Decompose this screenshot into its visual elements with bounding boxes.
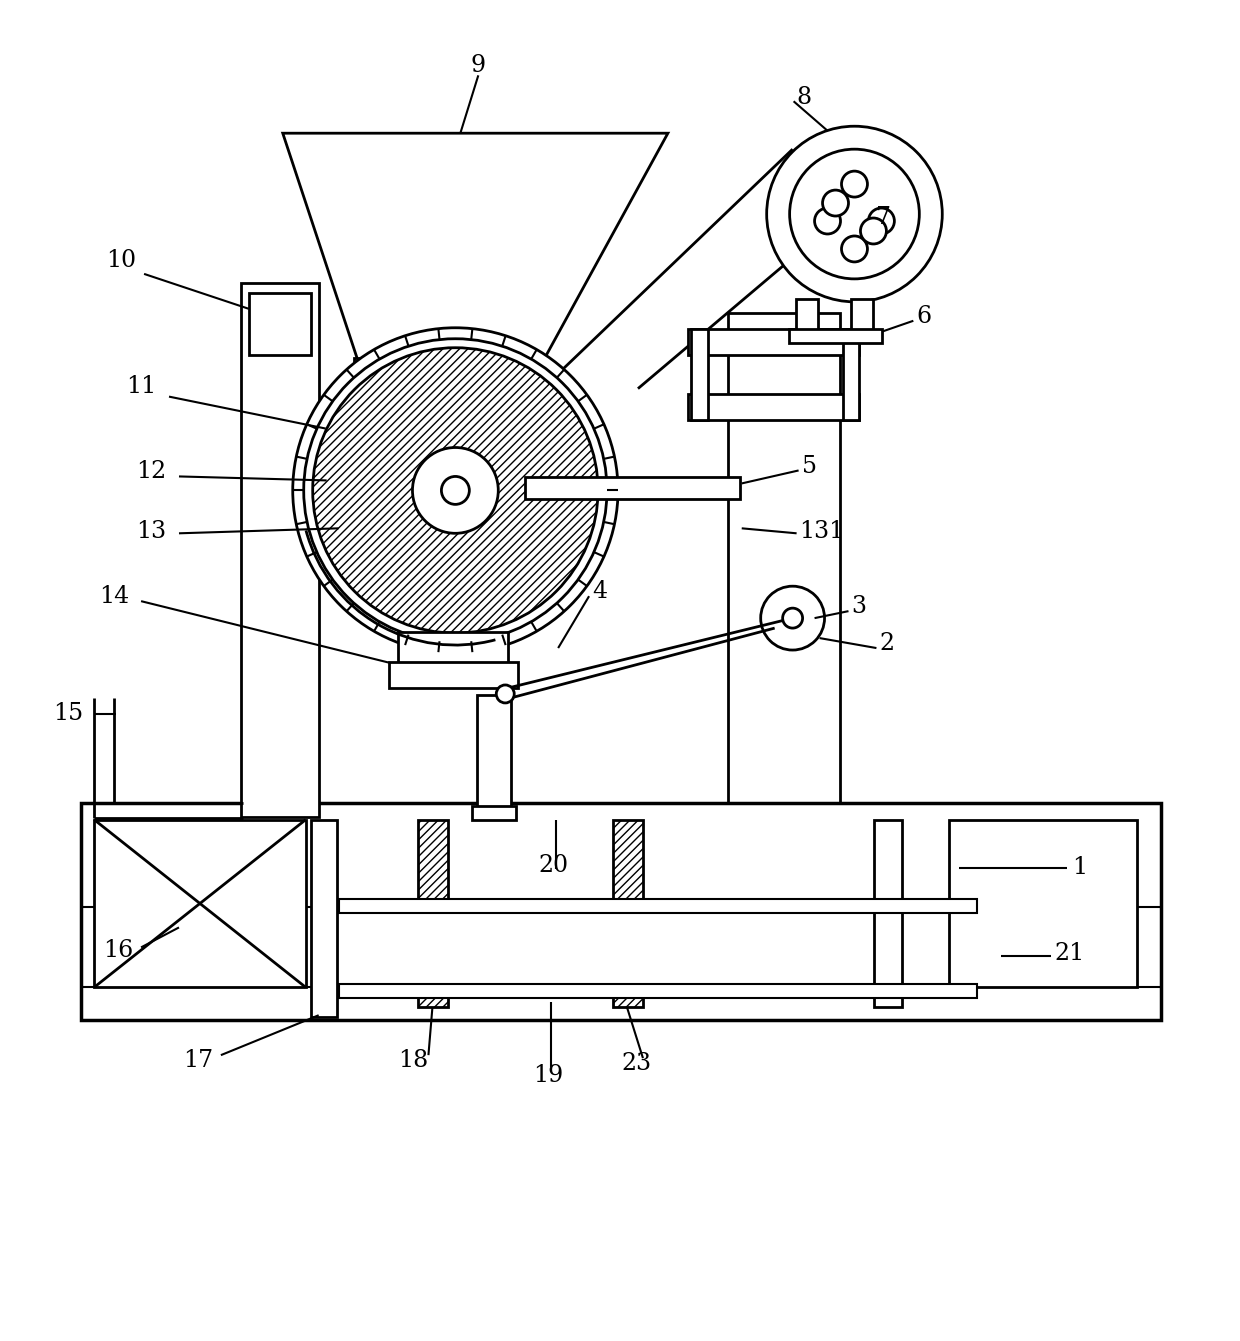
Text: 21: 21 xyxy=(1054,941,1084,966)
Text: 23: 23 xyxy=(621,1051,651,1074)
Bar xyxy=(842,329,859,420)
Text: 12: 12 xyxy=(136,460,166,483)
Bar xyxy=(249,292,311,355)
Text: 16: 16 xyxy=(103,939,134,961)
Bar xyxy=(388,662,518,688)
Bar xyxy=(94,819,306,987)
Circle shape xyxy=(312,347,598,633)
Text: 19: 19 xyxy=(533,1063,563,1086)
Text: 7: 7 xyxy=(877,205,892,228)
Bar xyxy=(852,299,873,331)
Text: 6: 6 xyxy=(916,306,931,329)
Bar xyxy=(728,312,839,819)
Text: 4: 4 xyxy=(591,579,608,602)
Bar xyxy=(241,283,319,817)
Bar xyxy=(526,477,740,499)
Bar xyxy=(796,299,817,331)
Text: 8: 8 xyxy=(796,86,812,109)
Bar xyxy=(950,819,1137,987)
Bar xyxy=(688,329,859,355)
Circle shape xyxy=(496,685,515,703)
Bar xyxy=(353,358,541,405)
Text: 15: 15 xyxy=(53,703,83,725)
Text: 2: 2 xyxy=(879,632,894,654)
Circle shape xyxy=(868,208,894,233)
Bar xyxy=(613,990,644,1007)
Polygon shape xyxy=(283,133,668,362)
Circle shape xyxy=(782,607,802,628)
Text: 131: 131 xyxy=(800,520,844,543)
Bar xyxy=(418,990,449,1007)
Bar xyxy=(874,819,903,1007)
Bar xyxy=(691,329,708,420)
Text: 5: 5 xyxy=(801,455,817,477)
Bar xyxy=(81,803,1161,1021)
Circle shape xyxy=(304,339,608,642)
Text: 14: 14 xyxy=(99,585,129,607)
Circle shape xyxy=(760,586,825,650)
Bar xyxy=(472,806,516,819)
Bar xyxy=(311,819,336,1018)
Text: 13: 13 xyxy=(136,520,166,543)
Bar xyxy=(339,984,977,998)
Text: 10: 10 xyxy=(107,249,136,272)
Circle shape xyxy=(861,219,887,244)
Bar xyxy=(477,695,511,807)
Circle shape xyxy=(293,327,618,653)
Bar xyxy=(339,900,977,913)
Text: 11: 11 xyxy=(126,375,156,398)
Circle shape xyxy=(413,448,498,534)
Circle shape xyxy=(842,172,868,197)
Text: 18: 18 xyxy=(398,1049,429,1071)
Text: 9: 9 xyxy=(471,54,486,76)
Circle shape xyxy=(842,236,868,261)
Bar xyxy=(418,819,449,901)
Circle shape xyxy=(822,190,848,216)
Circle shape xyxy=(766,126,942,302)
Text: 1: 1 xyxy=(1073,856,1087,880)
Bar xyxy=(688,394,859,420)
Circle shape xyxy=(815,208,841,233)
Text: 3: 3 xyxy=(852,594,867,618)
Circle shape xyxy=(790,149,919,279)
Bar xyxy=(398,632,508,666)
Bar xyxy=(613,819,644,901)
Bar xyxy=(789,329,883,343)
Circle shape xyxy=(441,476,469,504)
Text: 20: 20 xyxy=(538,854,568,877)
Text: 17: 17 xyxy=(184,1049,213,1071)
